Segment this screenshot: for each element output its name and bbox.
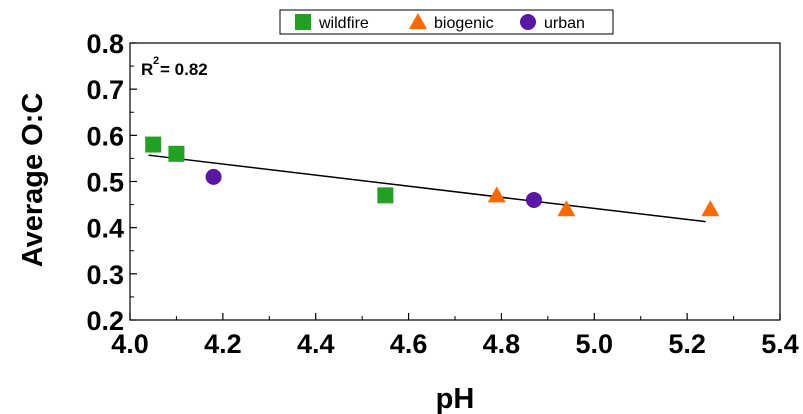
legend-box	[279, 9, 614, 35]
wildfire-point	[145, 136, 162, 153]
urban-point	[525, 191, 542, 208]
fit-line	[148, 154, 706, 223]
x-tick-label: 4.6	[390, 329, 428, 359]
x-tick-label: 5.2	[668, 329, 706, 359]
urban-point	[205, 168, 222, 185]
x-tick-label: 4.0	[111, 329, 149, 359]
legend-marker-urban	[520, 14, 536, 30]
wildfire-point	[377, 187, 394, 204]
wildfire-point	[168, 145, 185, 162]
x-tick-label: 4.8	[483, 329, 521, 359]
legend-marker-biogenic	[409, 13, 427, 29]
y-tick-label: 0.4	[86, 214, 124, 244]
r-squared-annotation: R 2 = 0.82	[141, 55, 208, 79]
legend-marker-wildfire	[295, 14, 311, 30]
r2-value: = 0.82	[160, 60, 208, 79]
x-axis-title: pH	[436, 383, 475, 414]
axis-ticks: 4.0 4.2 4.4 4.6 4.8 5.0 5.2 5.4 0.2 0.3 0.4 0.5 0.6 0…	[86, 29, 798, 359]
biogenic-point	[701, 200, 720, 217]
plot-area	[129, 42, 781, 321]
biogenic-point	[487, 186, 506, 203]
y-tick-label: 0.3	[86, 260, 124, 290]
legend: wildfire biogenic urban	[279, 9, 614, 35]
legend-label-biogenic: biogenic	[434, 15, 494, 32]
x-tick-label: 5.4	[761, 329, 799, 359]
x-tick-label: 4.2	[204, 329, 242, 359]
y-tick-label: 0.6	[86, 121, 124, 151]
x-tick-label: 5.0	[576, 329, 614, 359]
y-tick-label: 0.5	[86, 168, 124, 198]
legend-label-urban: urban	[544, 15, 585, 32]
biogenic-point	[557, 200, 576, 217]
y-tick-label: 0.7	[86, 75, 124, 105]
r2-prefix: R	[141, 60, 153, 79]
y-tick-label: 0.8	[86, 29, 124, 59]
legend-label-wildfire: wildfire	[318, 15, 369, 32]
y-tick-label: 0.2	[86, 306, 124, 336]
y-axis-title: Average O:C	[17, 93, 49, 268]
r2-superscript: 2	[153, 55, 159, 67]
plot-frame	[129, 42, 781, 321]
data-points	[145, 136, 720, 217]
x-tick-label: 4.4	[297, 329, 335, 359]
fit-line-group	[148, 154, 706, 223]
